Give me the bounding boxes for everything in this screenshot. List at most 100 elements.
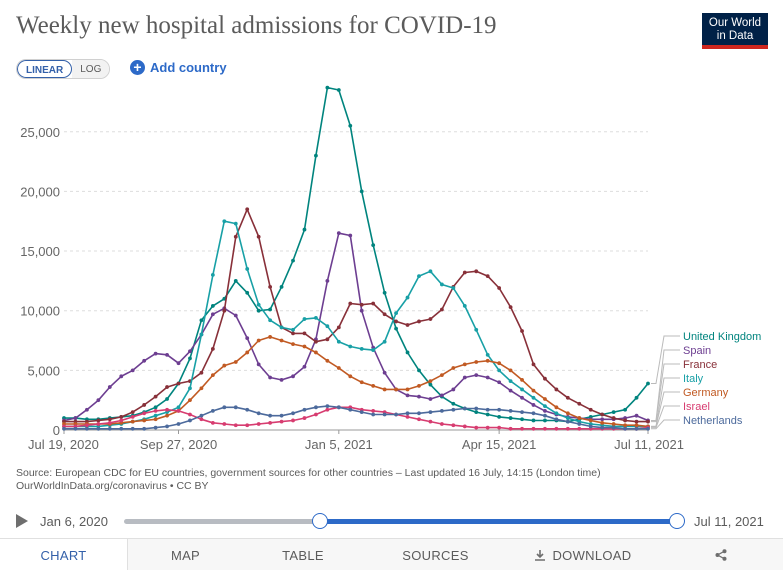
data-point bbox=[256, 234, 261, 239]
series-line bbox=[64, 336, 649, 428]
data-point bbox=[531, 388, 536, 393]
data-point bbox=[600, 417, 605, 422]
timeline-start-label: Jan 6, 2020 bbox=[40, 514, 108, 529]
data-point bbox=[462, 424, 467, 429]
linear-scale-button[interactable]: LINEAR bbox=[17, 60, 73, 78]
tab-chart-label: CHART bbox=[40, 548, 87, 563]
data-point bbox=[153, 425, 158, 430]
data-point bbox=[153, 409, 158, 413]
data-point bbox=[428, 397, 433, 401]
data-point bbox=[543, 404, 547, 409]
share-button[interactable] bbox=[658, 539, 783, 570]
data-point bbox=[565, 416, 570, 420]
timeline-start-handle[interactable] bbox=[312, 513, 328, 529]
data-point bbox=[96, 418, 101, 423]
data-point bbox=[199, 318, 204, 323]
data-point bbox=[314, 339, 318, 344]
data-point bbox=[291, 374, 295, 379]
tab-download[interactable]: DOWNLOAD bbox=[508, 539, 658, 570]
data-point bbox=[222, 219, 227, 224]
legend-connector bbox=[651, 419, 680, 430]
timeline-selected-range bbox=[320, 519, 677, 524]
data-point bbox=[474, 327, 479, 332]
data-point bbox=[382, 339, 387, 344]
data-point bbox=[646, 426, 650, 431]
tab-table[interactable]: TABLE bbox=[243, 539, 363, 570]
data-point bbox=[291, 411, 295, 416]
data-point bbox=[646, 419, 650, 424]
x-tick-label: Jul 11, 2021 bbox=[614, 437, 684, 452]
data-point bbox=[520, 387, 524, 392]
legend-label: Spain bbox=[683, 345, 711, 357]
data-point bbox=[62, 426, 66, 431]
data-point bbox=[600, 420, 605, 425]
data-point bbox=[543, 418, 547, 423]
data-point bbox=[268, 375, 273, 380]
data-point bbox=[279, 325, 284, 330]
data-point bbox=[325, 404, 330, 409]
data-point bbox=[485, 425, 490, 430]
data-point bbox=[302, 317, 307, 321]
data-point bbox=[508, 388, 513, 393]
share-icon bbox=[715, 548, 727, 564]
tab-chart[interactable]: CHART bbox=[0, 539, 128, 570]
y-tick-label: 10,000 bbox=[20, 304, 60, 319]
data-point bbox=[382, 412, 387, 417]
plus-circle-icon: + bbox=[130, 60, 145, 75]
data-point bbox=[325, 407, 330, 412]
data-point bbox=[302, 416, 307, 420]
legend-connector bbox=[651, 405, 680, 429]
legend-connector bbox=[651, 377, 680, 427]
data-point bbox=[520, 410, 524, 415]
data-point bbox=[565, 411, 570, 416]
data-point bbox=[485, 352, 490, 357]
data-point bbox=[405, 323, 410, 327]
source-note: Source: European CDC for EU countries, g… bbox=[16, 467, 601, 493]
data-point bbox=[279, 377, 284, 382]
data-point bbox=[199, 417, 204, 422]
timeline-end-handle[interactable] bbox=[669, 513, 685, 529]
data-point bbox=[302, 364, 307, 369]
tab-map[interactable]: MAP bbox=[128, 539, 243, 570]
data-point bbox=[531, 403, 536, 407]
add-country-button[interactable]: + Add country bbox=[130, 60, 227, 75]
data-point bbox=[233, 423, 238, 428]
data-point bbox=[359, 380, 364, 385]
data-point bbox=[336, 366, 341, 370]
data-point bbox=[543, 426, 547, 431]
play-icon[interactable] bbox=[16, 514, 28, 528]
data-point bbox=[336, 231, 341, 236]
x-tick-label: Jul 19, 2020 bbox=[28, 437, 99, 452]
data-point bbox=[176, 405, 181, 410]
data-point bbox=[611, 425, 616, 430]
data-point bbox=[279, 413, 284, 418]
data-point bbox=[176, 361, 181, 366]
data-point bbox=[314, 153, 318, 158]
data-point bbox=[233, 221, 238, 226]
data-point bbox=[451, 423, 456, 428]
data-point bbox=[634, 395, 639, 400]
data-point bbox=[394, 387, 398, 392]
data-point bbox=[428, 382, 433, 387]
data-point bbox=[222, 308, 227, 313]
data-point bbox=[85, 407, 89, 412]
data-point bbox=[474, 360, 479, 364]
data-point bbox=[554, 411, 559, 416]
tab-sources[interactable]: SOURCES bbox=[363, 539, 508, 570]
data-point bbox=[165, 413, 169, 418]
data-point bbox=[142, 426, 147, 431]
owid-logo[interactable]: Our World in Data bbox=[702, 13, 768, 49]
data-point bbox=[188, 418, 192, 423]
data-point bbox=[543, 413, 547, 418]
data-point bbox=[165, 352, 169, 357]
legend-connector bbox=[651, 335, 680, 384]
data-point bbox=[508, 416, 513, 420]
legend-label: Israel bbox=[683, 401, 710, 413]
data-point bbox=[245, 350, 250, 355]
data-point bbox=[336, 325, 341, 330]
log-scale-button[interactable]: LOG bbox=[72, 60, 110, 78]
series-line bbox=[64, 208, 648, 423]
data-point bbox=[96, 422, 101, 426]
data-point bbox=[462, 406, 467, 411]
data-point bbox=[199, 332, 204, 337]
